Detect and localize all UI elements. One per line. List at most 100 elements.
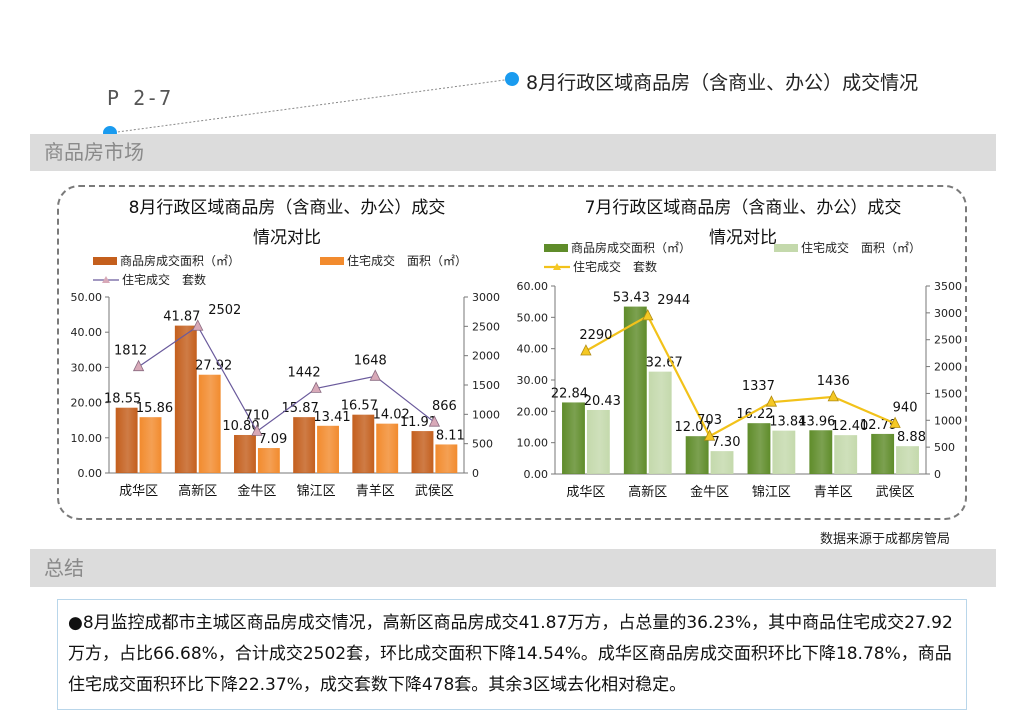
jul-y-left-tick-label: 0.00 xyxy=(524,468,549,481)
jul-data-label-secondary: 7.30 xyxy=(712,435,741,450)
aug-y-right-tick-label: 3000 xyxy=(472,291,500,304)
section-band-summary: 总结 xyxy=(30,549,996,587)
aug-bar-secondary xyxy=(139,417,162,473)
aug-category-label: 武侯区 xyxy=(415,484,454,499)
aug-legend-marker xyxy=(102,276,110,283)
jul-y-left-tick-label: 50.00 xyxy=(517,311,549,324)
jul-bar-secondary xyxy=(772,430,796,474)
aug-bar-primary xyxy=(352,414,375,473)
jul-line-data-label: 2944 xyxy=(657,293,690,308)
jul-y-left-tick-label: 20.00 xyxy=(517,405,549,418)
aug-line-data-label: 1812 xyxy=(114,344,147,359)
jul-y-left-tick-label: 40.00 xyxy=(517,343,549,356)
jul-bar-primary xyxy=(871,433,895,474)
connector-end-dot xyxy=(505,72,519,86)
aug-y-right-tick-label: 0 xyxy=(472,467,479,480)
jul-line-point xyxy=(703,429,716,441)
source-note: 数据来源于成都房管局 xyxy=(819,532,950,547)
jul-data-label-primary: 12.79 xyxy=(860,418,897,433)
jul-line-point xyxy=(580,344,592,356)
aug-y-left-tick-label: 30.00 xyxy=(71,361,103,374)
jul-category-label: 青羊区 xyxy=(814,484,853,500)
aug-data-label-primary: 16.57 xyxy=(341,399,378,414)
aug-legend-swatch-secondary xyxy=(320,257,344,265)
aug-title-line1: 8月行政区域商品房（含商业、办公）成交 xyxy=(129,198,446,218)
aug-data-label-secondary: 15.86 xyxy=(136,401,173,416)
aug-line-data-label: 1442 xyxy=(288,365,321,380)
aug-y-right-tick-label: 500 xyxy=(472,438,493,451)
aug-bar-secondary xyxy=(257,448,280,473)
jul-data-label-secondary: 8.88 xyxy=(897,430,926,445)
aug-y-right-tick-label: 2000 xyxy=(472,350,500,363)
jul-line-data-label: 1436 xyxy=(817,374,850,389)
jul-line-point xyxy=(827,389,839,402)
jul-line-point xyxy=(642,308,654,321)
aug-y-left-tick-label: 0.00 xyxy=(78,467,103,480)
header-title: 8月行政区域商品房（含商业、办公）成交情况 xyxy=(526,72,919,94)
jul-data-label-primary: 13.96 xyxy=(798,414,835,429)
aug-y-right-tick-label: 1000 xyxy=(472,408,500,421)
jul-legend-label-line: 住宅成交 套数 xyxy=(573,259,657,274)
aug-bar-secondary xyxy=(317,425,339,473)
aug-y-left-tick-label: 20.00 xyxy=(71,397,103,410)
chart-panel xyxy=(57,185,967,520)
jul-data-label-primary: 16.22 xyxy=(736,407,773,422)
jul-y-right-tick-label: 0 xyxy=(934,468,941,481)
aug-bar-secondary xyxy=(435,444,458,473)
aug-data-label-primary: 18.55 xyxy=(104,392,141,407)
jul-y-left-tick-label: 60.00 xyxy=(517,280,549,293)
aug-line-data-label: 2502 xyxy=(208,303,241,318)
summary-text: ●8月监控成都市主城区商品房成交情况，高新区商品房成交41.87万方，占总量的3… xyxy=(68,613,953,695)
jul-data-label-secondary: 12.40 xyxy=(831,419,868,434)
aug-legend-label-primary: 商品房成交面积（㎡） xyxy=(120,253,240,268)
jul-line-point xyxy=(889,416,901,428)
jul-category-label: 成华区 xyxy=(566,485,605,500)
aug-bar-secondary xyxy=(376,423,399,473)
jul-category-label: 锦江区 xyxy=(752,485,791,500)
jul-y-right-tick-label: 1500 xyxy=(934,387,962,400)
aug-legend-label-line: 住宅成交 套数 xyxy=(122,272,206,287)
aug-legend-swatch-primary xyxy=(93,257,117,265)
aug-y-left-tick-label: 10.00 xyxy=(71,432,103,445)
aug-y-right-tick-label: 2500 xyxy=(472,320,500,333)
aug-data-label-secondary: 8.11 xyxy=(436,428,465,443)
jul-bar-primary xyxy=(685,436,709,474)
aug-data-label-secondary: 7.09 xyxy=(258,432,287,447)
jul-legend-label-primary: 商品房成交面积（㎡） xyxy=(571,240,691,255)
aug-data-label-primary: 41.87 xyxy=(163,310,200,325)
aug-title-line2: 情况对比 xyxy=(253,228,321,248)
jul-y-right-tick-label: 3500 xyxy=(934,280,962,293)
aug-line-point xyxy=(192,319,204,331)
jul-line-point xyxy=(765,395,778,407)
jul-line-data-label: 940 xyxy=(893,401,918,416)
aug-line-point xyxy=(251,424,263,436)
jul-line-series xyxy=(585,314,896,438)
jul-bar-primary xyxy=(809,430,833,474)
aug-data-label-secondary: 13.41 xyxy=(313,410,350,425)
jul-y-right-tick-label: 2000 xyxy=(934,361,962,374)
aug-line-point xyxy=(132,359,145,372)
jul-bar-primary xyxy=(747,423,771,474)
aug-bar-secondary xyxy=(198,374,221,473)
jul-legend-swatch-secondary xyxy=(774,244,798,252)
aug-line-data-label: 710 xyxy=(245,408,270,423)
jul-line-data-label: 2290 xyxy=(579,328,612,343)
jul-title-line2: 情况对比 xyxy=(709,228,777,248)
jul-bar-primary xyxy=(562,402,585,474)
aug-line-point xyxy=(310,381,322,393)
aug-bar-primary xyxy=(115,407,138,473)
jul-line-data-label: 1337 xyxy=(742,379,775,394)
jul-category-label: 武侯区 xyxy=(876,485,915,500)
aug-bar-primary xyxy=(293,417,316,473)
aug-data-label-primary: 15.87 xyxy=(282,401,319,416)
jul-y-left-tick-label: 30.00 xyxy=(517,374,549,387)
aug-y-left-tick-label: 50.00 xyxy=(71,291,103,304)
aug-category-label: 金牛区 xyxy=(237,483,276,499)
summary-box: ●8月监控成都市主城区商品房成交情况，高新区商品房成交41.87万方，占总量的3… xyxy=(57,599,967,710)
jul-legend-label-secondary: 住宅成交 面积（㎡） xyxy=(801,240,921,255)
jul-bar-secondary xyxy=(648,371,672,474)
jul-data-label-secondary: 20.43 xyxy=(584,394,621,409)
jul-data-label-primary: 22.84 xyxy=(551,386,588,401)
jul-y-right-tick-label: 2500 xyxy=(934,334,962,347)
jul-data-label-secondary: 32.67 xyxy=(646,356,683,371)
